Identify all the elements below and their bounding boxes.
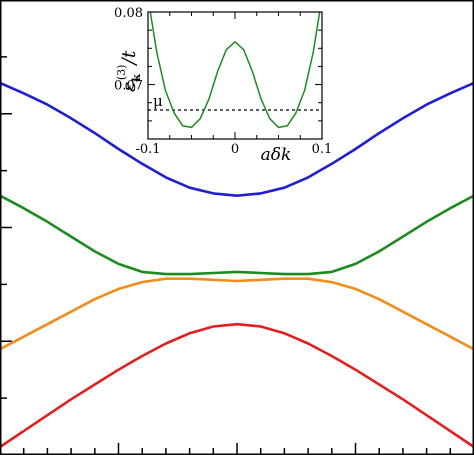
inset-x-axis-label: aδk (261, 145, 292, 165)
inset-background (148, 12, 322, 139)
series-line-blue (0, 81, 474, 197)
inset-x-tick-label-neg0.1: -0.1 (135, 142, 160, 157)
main-series-group (0, 81, 474, 449)
inset-y-axis-label: εk(3)/t (115, 50, 143, 92)
series-line-orange (0, 277, 474, 351)
inset-x-tick-label-0: 0 (231, 142, 239, 157)
inset-y-label-rest: /t (118, 50, 140, 66)
inset-dispersion-curve (149, 12, 321, 129)
series-line-green (0, 194, 474, 276)
inset-x-tick-label-0.1: 0.1 (312, 142, 333, 157)
inset-frame (147, 11, 323, 140)
mu-annotation: μ (153, 92, 163, 110)
inset-y-label-superscript: (3) (115, 65, 128, 81)
series-line-red (0, 322, 474, 449)
inset-y-tick-label-0.08: 0.08 (114, 6, 143, 21)
inset-y-tick-label-0.07: 0.07 (114, 79, 143, 94)
inset-y-label-epsilon: ε (118, 82, 140, 92)
inset-y-label-subscript: k (130, 74, 143, 82)
svg-text:εk(3)/t: εk(3)/t (115, 50, 143, 92)
inset-plot: μ 0.07 0.08 -0.1 0 0.1 aδk εk(3)/t (114, 6, 333, 165)
